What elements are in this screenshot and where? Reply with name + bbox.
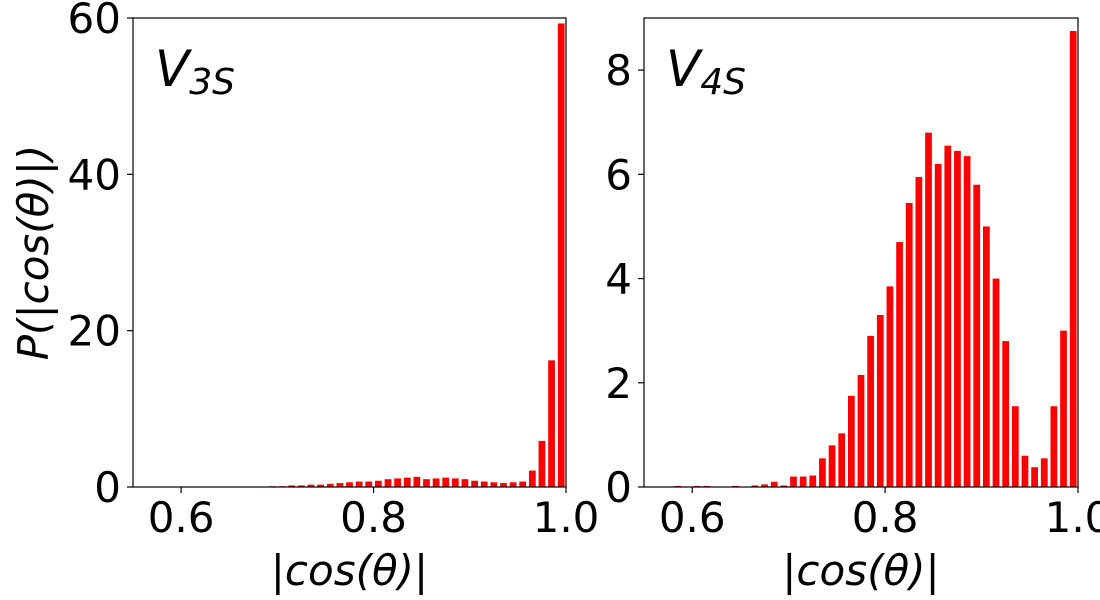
bar: [1011, 406, 1019, 487]
bar: [528, 470, 536, 487]
panel-label-sub: 4S: [700, 62, 746, 103]
bar: [519, 481, 527, 487]
x-tick-label: 0.8: [340, 493, 407, 542]
bar: [288, 485, 296, 487]
bar: [896, 242, 903, 487]
bar: [934, 163, 942, 487]
bar: [925, 132, 932, 487]
bar: [298, 485, 305, 487]
bar: [307, 484, 315, 487]
bar: [954, 150, 961, 487]
panel: 0 20 40 60 0.6 0.8 1.0 |cos(θ)| P(|cos(θ)|) V3S: [9, 0, 599, 595]
y-tick-label: 0: [605, 463, 632, 512]
bar: [403, 477, 411, 487]
x-tick-label: 0.6: [659, 493, 726, 542]
bar: [1060, 330, 1067, 487]
panel: 0 2 4 6 8 0.6 0.8 1.0 |cos(θ)| V4S: [605, 17, 1100, 595]
panel-label-main: V: [666, 40, 704, 98]
bar: [790, 476, 797, 487]
bar: [886, 286, 894, 487]
bar: [346, 482, 353, 487]
panel-label-main: V: [155, 40, 193, 98]
bar: [799, 476, 807, 487]
bar: [761, 484, 768, 487]
y-tick-label: 40: [68, 150, 121, 199]
y-tick-label: 60: [68, 0, 121, 43]
bar: [423, 479, 430, 487]
bar: [442, 477, 450, 487]
y-tick-label: 4: [605, 255, 632, 304]
bar: [828, 445, 836, 487]
y-tick-label: 8: [605, 46, 632, 95]
bar: [770, 481, 778, 487]
axes-frame: [643, 17, 1079, 488]
bar: [317, 484, 325, 487]
bar: [394, 478, 401, 487]
x-tick-label: 1.0: [1045, 493, 1100, 542]
x-axis-label: |cos(θ)|: [782, 546, 939, 595]
bar: [983, 226, 990, 487]
x-tick-label: 0.8: [852, 493, 919, 542]
bar: [838, 433, 846, 487]
y-tick-label: 20: [68, 307, 121, 356]
y-tick-label: 0: [94, 463, 121, 512]
bar: [963, 156, 971, 487]
bar: [365, 481, 373, 487]
bar: [1002, 341, 1010, 487]
bar: [461, 479, 469, 487]
bar: [490, 482, 498, 487]
bar: [1040, 458, 1048, 487]
bar: [557, 23, 565, 487]
bar: [413, 476, 421, 487]
bar: [867, 335, 875, 487]
bar: [847, 395, 855, 487]
bar: [432, 478, 440, 487]
x-axis-label: |cos(θ)|: [271, 546, 428, 595]
bar: [751, 485, 759, 487]
bar: [992, 278, 1000, 487]
bar: [915, 176, 923, 487]
bar: [471, 480, 478, 487]
bar: [876, 315, 884, 487]
bar: [451, 478, 459, 487]
bar: [973, 184, 981, 487]
bar: [809, 475, 817, 487]
bar: [480, 481, 488, 487]
bar: [500, 483, 507, 487]
panel-label: V3S: [155, 40, 235, 103]
axes-frame: [132, 17, 567, 488]
bar: [538, 440, 546, 487]
bar: [355, 481, 363, 487]
bar: [326, 483, 334, 487]
x-tick-label: 0.6: [148, 493, 215, 542]
bar: [1031, 467, 1038, 487]
bar: [1050, 406, 1058, 487]
bar: [384, 479, 392, 487]
panel-label: V4S: [666, 40, 746, 103]
x-tick-label: 1.0: [533, 493, 600, 542]
bar: [857, 374, 865, 487]
bar: [780, 485, 788, 487]
bar: [374, 480, 382, 487]
bar: [905, 202, 913, 487]
bar: [509, 482, 517, 487]
bar: [1069, 31, 1077, 488]
bar: [336, 483, 344, 487]
bar: [944, 145, 952, 487]
y-tick-label: 6: [605, 150, 632, 199]
panel-label-sub: 3S: [189, 62, 235, 103]
bar: [1021, 455, 1029, 487]
y-axis-label: P(|cos(θ)|): [9, 145, 58, 361]
bar: [548, 360, 555, 487]
bar: [819, 458, 826, 487]
y-tick-label: 2: [605, 359, 632, 408]
